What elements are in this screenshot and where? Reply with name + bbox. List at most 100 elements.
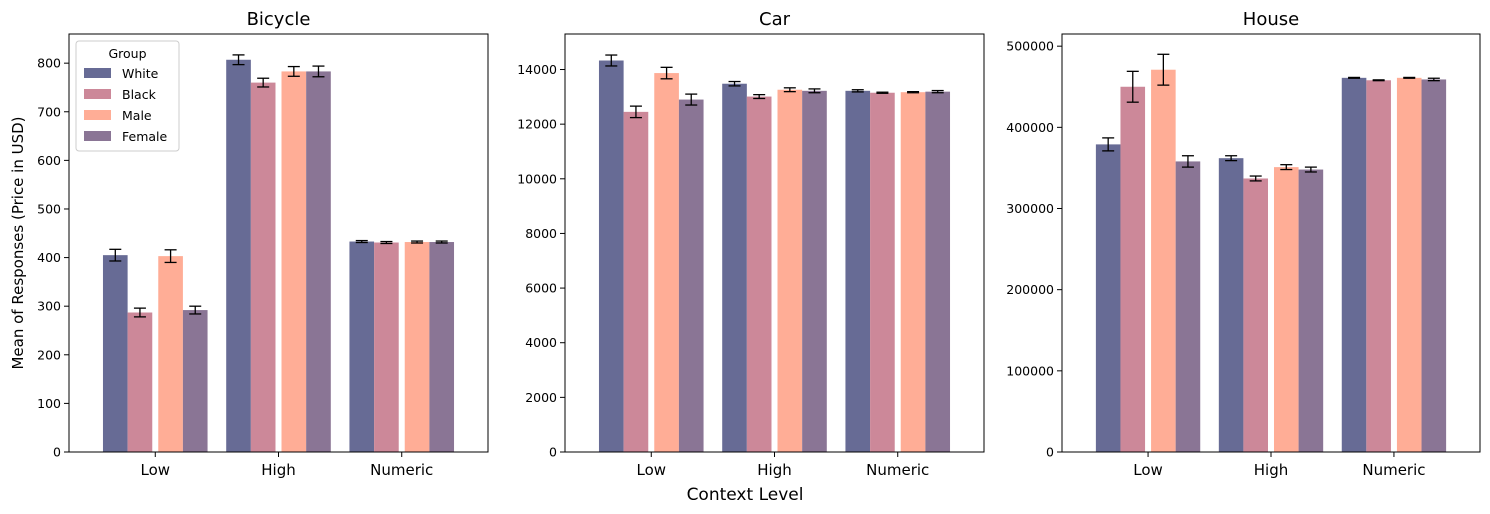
error-bar-male-high [1280,164,1293,171]
bar-male-high [1274,167,1299,453]
x-axis-label: Context Level [687,485,804,505]
y-tick-label: 2000 [525,390,557,405]
chart-title: House [1243,9,1299,30]
y-tick-label: 100000 [1006,363,1054,378]
x-tick-label-high: High [1254,461,1288,479]
error-bar-white-high [728,80,741,87]
bar-black-low [623,111,649,453]
error-bar-black-high [753,94,766,100]
error-bar-female-high [808,88,821,94]
error-bar-white-numeric [1348,76,1361,79]
legend-label-male: Male [122,108,152,123]
bar-black-numeric [1366,80,1391,453]
bar-white-numeric [349,241,375,452]
bar-male-numeric [900,92,926,453]
bar-white-high [226,59,251,452]
error-bar-female-low [189,305,202,315]
y-tick-label: 10000 [517,171,557,186]
y-axis-label: Mean of Responses (Price in USD) [9,116,27,369]
error-bar-female-high [312,65,325,78]
legend-swatch-white [84,68,111,78]
y-tick-label: 100 [37,396,61,411]
bar-male-low [1151,69,1176,453]
y-tick-label: 8000 [525,226,557,241]
x-tick-label-high: High [757,461,791,479]
bar-white-low [1095,144,1121,452]
bar-black-low [127,312,153,452]
bar-female-low [678,99,704,452]
bar-black-high [250,82,276,453]
y-tick-label: 400 [37,250,61,265]
y-tick-label: 700 [37,104,61,119]
legend: Group White Black Male Female [75,40,180,152]
legend-label-black: Black [122,87,157,102]
bar-black-numeric [870,92,895,453]
error-bar-female-high [1304,166,1317,173]
legend-title: Group [108,46,146,61]
y-tick-label: 500000 [1006,39,1054,54]
bar-female-high [1298,169,1324,452]
bar-white-numeric [845,90,871,452]
error-bar-white-numeric [851,89,864,93]
y-tick-label: 4000 [525,335,557,350]
error-bar-female-low [1181,155,1194,168]
y-tick-label: 800 [37,56,61,71]
error-bar-male-low [164,249,177,264]
x-tick-label-high: High [261,461,295,479]
legend-swatch-male [84,110,111,120]
bar-black-high [1243,178,1268,452]
x-tick-label-low: Low [1133,461,1163,479]
error-bar-male-numeric [411,240,424,244]
y-tick-label: 6000 [525,281,557,296]
y-tick-label: 400000 [1006,120,1054,135]
y-tick-label: 300 [37,299,61,314]
plot-frame [68,33,489,453]
bar-female-low [1175,161,1201,452]
y-tick-label: 12000 [517,117,557,132]
y-tick-label: 200000 [1006,282,1054,297]
x-tick-label-low: Low [636,461,666,479]
chart-title: Bicycle [247,9,311,30]
error-bar-male-high [287,65,300,77]
y-tick-label: 0 [53,445,61,460]
error-bar-black-low [629,105,642,119]
y-tick-label: 600 [37,153,61,168]
bar-black-low [1120,86,1146,453]
error-bar-male-numeric [907,90,920,94]
bar-white-low [102,255,128,452]
error-bar-male-low [1157,53,1170,86]
error-bar-black-low [1126,70,1139,103]
chart-title: Car [759,9,791,30]
bar-black-high [746,96,772,452]
legend-swatch-female [84,131,111,141]
bar-female-numeric [925,91,951,452]
panel-car: Car Low High Numeric 0 2000 4000 6000 8000 10000 1… [517,9,985,479]
bar-male-high [281,71,307,452]
bar-male-numeric [1396,77,1422,452]
y-tick-label: 0 [549,445,557,460]
error-bar-white-numeric [355,239,368,244]
bar-white-high [722,83,747,453]
plot-frame [1061,33,1481,453]
error-bar-female-numeric [1427,77,1440,82]
x-tick-label-numeric: Numeric [370,461,433,479]
y-tick-label: 0 [1046,445,1054,460]
error-bar-male-numeric [1403,76,1416,79]
x-tick-label-numeric: Numeric [866,461,929,479]
bar-female-numeric [1421,79,1447,453]
bar-male-high [777,89,803,452]
bar-white-high [1218,158,1244,452]
x-tick-label-numeric: Numeric [1362,461,1425,479]
bar-white-low [598,60,624,453]
error-bar-female-low [685,93,698,106]
error-bar-black-numeric [380,240,393,245]
bar-female-high [802,90,827,452]
legend-swatch-black [84,89,111,99]
error-bar-white-high [1225,155,1238,162]
error-bar-female-numeric [931,89,944,94]
legend-label-female: Female [122,129,168,144]
error-bar-white-high [232,54,245,66]
panel-house: House Low High Numeric 0 100000 200000 300000 40… [1006,9,1481,479]
error-bar-black-high [257,77,270,88]
